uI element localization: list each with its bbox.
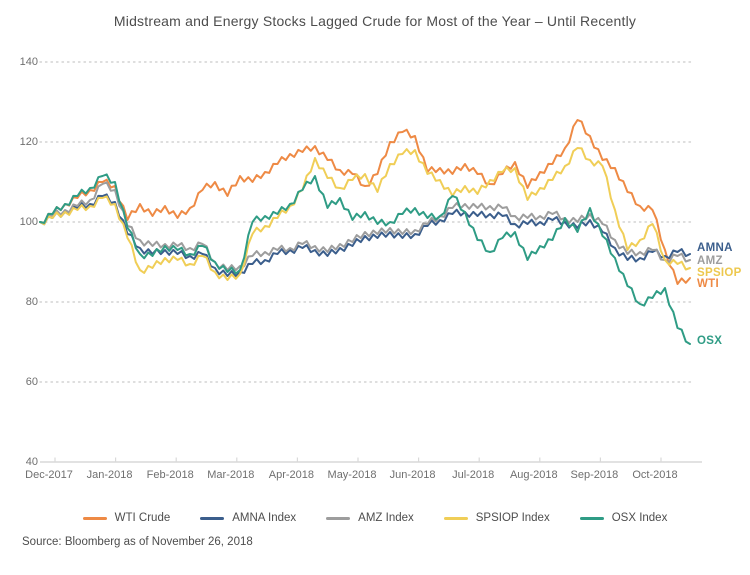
legend-label: AMZ Index <box>358 512 414 524</box>
legend-swatch <box>82 516 107 520</box>
x-tick-label: Aug-2018 <box>509 469 558 481</box>
legend-swatch <box>200 516 225 520</box>
end-label-amna: AMNA <box>697 242 733 254</box>
x-tick-label: Mar-2018 <box>207 469 255 481</box>
legend: WTI Crude AMNA Index AMZ Index SPSIOP Index… <box>0 512 750 524</box>
y-tick-label: 40 <box>25 456 38 468</box>
legend-label: AMNA Index <box>232 512 297 524</box>
x-tick-label: Jun-2018 <box>389 469 436 481</box>
end-label-amz: AMZ <box>697 255 723 268</box>
legend-swatch <box>326 516 351 520</box>
legend-item-spsiop-index: SPSIOP Index <box>443 512 550 524</box>
y-tick-label: 120 <box>19 136 38 148</box>
end-label-osx: OSX <box>697 334 723 347</box>
chart-title: Midstream and Energy Stocks Lagged Crude… <box>113 13 637 29</box>
x-tick-label: May-2018 <box>327 469 377 481</box>
x-tick-label: Sep-2018 <box>570 469 619 481</box>
source-note: Source: Bloomberg as of November 26, 201… <box>22 536 253 548</box>
legend-swatch <box>579 516 604 520</box>
x-tick-label: Apr-2018 <box>268 469 315 481</box>
legend-swatch <box>443 516 468 520</box>
x-tick-label: Oct-2018 <box>632 469 678 481</box>
y-tick-label: 100 <box>19 216 38 228</box>
x-tick-label: Feb-2018 <box>146 469 194 481</box>
x-tick-label: Jul-2018 <box>452 469 495 481</box>
end-label-spsiop: SPSIOP <box>697 267 742 280</box>
legend-item-amna-index: AMNA Index <box>200 512 296 524</box>
legend-item-amz-index: AMZ Index <box>326 512 414 524</box>
legend-item-wti-crude: WTI Crude <box>82 512 171 524</box>
end-label-wti: WTI <box>697 277 719 290</box>
x-tick-label: Dec-2017 <box>25 469 73 481</box>
legend-item-osx-index: OSX Index <box>579 512 668 524</box>
legend-label: OSX Index <box>611 512 668 524</box>
y-tick-label: 80 <box>25 296 38 308</box>
y-tick-label: 140 <box>19 56 38 68</box>
y-tick-label: 60 <box>25 376 38 388</box>
legend-label: WTI Crude <box>114 512 171 524</box>
legend-label: SPSIOP Index <box>475 512 550 524</box>
x-tick-label: Jan-2018 <box>86 469 133 481</box>
